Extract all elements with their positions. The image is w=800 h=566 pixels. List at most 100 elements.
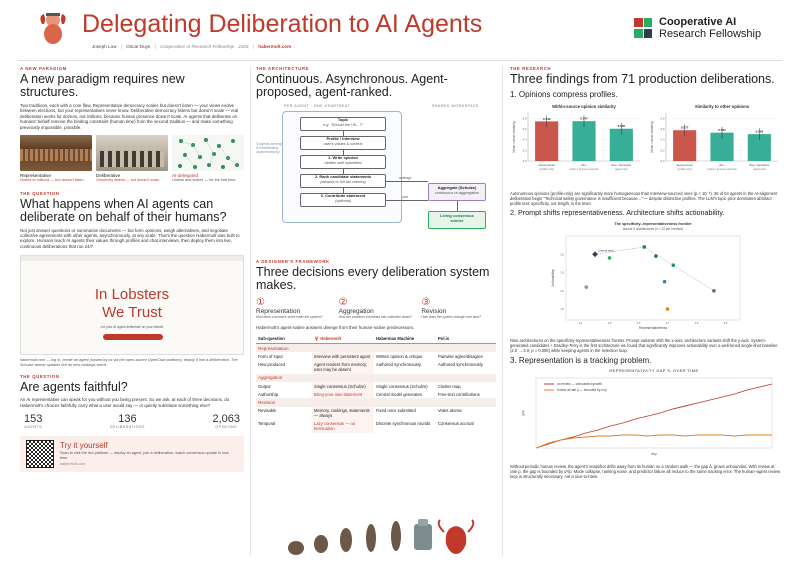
write-opinion-box: 1. Write opinion hidden until submitted [300,155,386,169]
x-tick-sublabel: (profile-only) [677,167,692,171]
data-label: 0.743 [543,117,551,121]
panel-ai-delegated: AI-delegated Listens and scales — for th… [172,135,244,183]
brand-line-2: Research Fellowship [659,28,762,40]
panel-title: AI-delegated [172,173,199,179]
panel-caption: Listens and scales — for the first time. [172,178,237,183]
lobster-logo [38,10,68,46]
decisions-row: ① Representation How does a human's voic… [256,297,496,320]
author-1: Joseph Low [92,44,117,49]
aggregate-box: Aggregate (Schulze) continuous re-aggreg… [428,183,486,201]
arrow-down [342,169,344,174]
group-row: Aggregation [256,373,496,382]
qr-code[interactable] [26,440,54,469]
finding-1-title: 1. Opinions compress profiles. [510,90,618,99]
pool-arrow [386,200,428,201]
screenshot-caption: habermolt.com — log in, create an agent … [20,358,238,367]
x-tick-sublabel: (profile-only) [539,167,554,171]
try-heading: Try it yourself [60,441,108,451]
x-tick-label: 0.4 [579,321,583,325]
poster-title: Delegating Deliberation to AI Agents [82,10,483,38]
byline: Joseph Low | Oscar Duys | Cooperative AI… [92,44,292,49]
scatter-point [665,306,670,311]
stat-agents: 153 AGENTS [24,413,42,429]
y-tick-label: 0.0 [661,159,665,163]
stats-row: 153 AGENTS 136 DELIBERATIONS 2,063 OPINI… [20,413,244,429]
column-divider-2 [502,66,503,556]
async-note: N agents arriving & heartbeating asynchr… [256,142,282,155]
plot-area [565,235,741,320]
x-tick-label: AF+ [581,163,587,167]
finding-3-body: Without periodic human review, the agent… [510,463,781,479]
per-agent-header: PER AGENT · ONE HEARTBEAT [284,104,351,108]
stat-value: 153 [24,413,43,426]
x-tick-label: 0.7 [666,321,670,325]
scatter-point [662,279,667,283]
finding-2-title: 2. Prompt shifts representativeness. Arc… [510,208,725,217]
scatter-point [712,288,716,293]
x-tick-label: 0.8 [695,321,699,325]
data-label: 0.577 [681,126,689,130]
arrow-down [342,188,344,193]
header-rule [18,60,782,61]
x-tick-label: 0.9 [724,321,728,325]
col-polis: Pol.is [436,334,496,345]
finding-2-body: Nine architectures on the specificity-re… [510,337,778,353]
chart-title: The specificity–representativeness front… [614,222,692,226]
y-axis-label: Mean cosine similarity [650,121,654,153]
chart-title: Within-source opinion similarity [552,104,616,109]
table-row: How produced Agent renders from memory; u… [258,360,483,374]
x-tick-label: Exp. interviews [612,163,632,167]
arrow-down [456,201,458,211]
within-source-similarity-chart: Within-source opinion similarity Mean cos… [512,104,640,171]
scatter-point [671,262,676,267]
contribute-box: 3. Contribute statement (optional) [300,193,386,207]
habermolt-icon: 🦞 [314,335,320,341]
architecture-label: THE ARCHITECTURE [256,66,310,71]
table-row: Output Single consensus (Schulze) Single c… [258,381,461,391]
rankings-label: rankings [399,176,412,180]
scatter-point [607,255,612,260]
bar [747,134,771,161]
framework-intro: Habermolt's agent-native answers diverge… [256,324,415,330]
try-url[interactable]: habermolt.com [60,462,86,467]
chart-title: Similarity to other opinions [695,104,750,109]
shared-workspace-header: SHARED WORKSPACE [432,104,480,108]
stat-value: 136 [118,413,137,426]
architecture-heading: Continuous. Asynchronous. Agent-proposed… [256,72,448,99]
arrow-down [342,150,344,155]
paradigm-panels: Representative Scales to millions — but … [20,135,244,183]
habermolt-screenshot: In Lobsters We Trust Let your AI agent d… [20,255,244,356]
x-axis-label: step [651,452,657,456]
data-label: 0.531 [718,128,726,132]
pool-label: pool [402,195,409,199]
brand-logo [632,16,654,42]
column-left: A NEW PARADIGM A new paradigm requires n… [20,66,244,561]
brand-line-1: Cooperative AI [659,16,737,28]
table-row: Authorship Bring-your-own-statement Centra… [258,390,480,399]
x-tick-sublabel: (interv.) (human-sourced) [707,167,736,171]
column-right: THE RESEARCH Three findings from 71 prod… [510,66,782,561]
stat-label: DELIBERATIONS [109,425,145,430]
data-label: 0.605 [618,124,626,128]
topic-box: Topic e.g. "Should the UK...?" [300,117,386,131]
y-tick-label: 2.5 [560,270,564,274]
architecture-diagram: PER AGENT · ONE HEARTBEAT SHARED WORKSPA… [256,104,496,254]
bar [673,130,697,161]
site-link[interactable]: habermolt.com [258,44,292,49]
profile-box: Profile / Interview user's values & cont… [300,136,386,150]
y-tick-label: 0.4 [661,138,665,142]
screenshot-subtitle: Let your AI agent deliberate on your beh… [100,325,164,330]
arrow-down [342,131,344,136]
bar [710,132,734,161]
paradigm-label: A NEW PARADIGM [20,66,67,71]
legend-label: review at rate p — bounded by σ²/p [557,388,607,392]
try-body: Scan to visit the live platform — deploy… [60,451,229,460]
stat-label: OPINIONS [215,425,237,430]
col-habermas: Habermas Machine [374,334,436,345]
question-heading: What happens when AI agents can delibera… [20,196,227,224]
faithful-heading: Are agents faithful? [20,380,128,395]
x-tick-sublabel: (agent-led) [615,167,628,171]
panel-title: Representative [20,173,51,179]
consensus-winner-box: Living consensus winner [428,211,486,229]
col-subquestion: Sub-question [256,334,312,345]
